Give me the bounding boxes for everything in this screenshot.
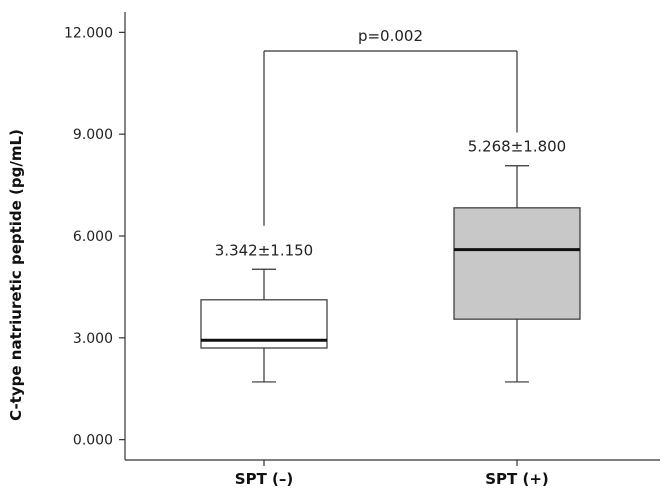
y-tick-label: 3.000 bbox=[73, 331, 113, 347]
y-axis-label: C-type natriuretic peptide (pg/mL) bbox=[7, 129, 25, 421]
box-annotation: 3.342±1.150 bbox=[215, 241, 313, 259]
box-group: 3.342±1.150 bbox=[200, 241, 328, 383]
y-tick-label: 9.000 bbox=[73, 127, 113, 143]
x-ticks: SPT (–) SPT (+) bbox=[235, 460, 549, 488]
y-tick-label: 6.000 bbox=[73, 229, 113, 245]
box-iqr bbox=[453, 207, 581, 320]
y-tick-label: 0.000 bbox=[73, 433, 113, 449]
y-tick-label: 12.000 bbox=[64, 25, 113, 41]
boxes: 3.342±1.150 5.268±1.800 bbox=[200, 138, 581, 383]
significance-bracket: p=0.002 bbox=[263, 27, 518, 226]
y-ticks: 0.000 3.000 6.000 9.000 12.000 bbox=[64, 25, 125, 449]
x-category-label: SPT (–) bbox=[235, 470, 293, 488]
box-group: 5.268±1.800 bbox=[453, 138, 581, 383]
x-category-label: SPT (+) bbox=[485, 470, 549, 488]
box-annotation: 5.268±1.800 bbox=[468, 138, 566, 156]
p-value-label: p=0.002 bbox=[358, 27, 423, 45]
